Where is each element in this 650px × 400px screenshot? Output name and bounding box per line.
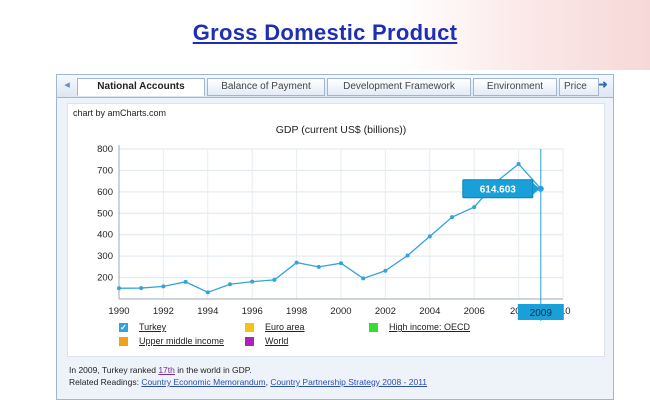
legend-label[interactable]: World xyxy=(265,336,289,346)
y-tick-label: 700 xyxy=(97,165,113,176)
legend-swatch[interactable]: ✓ xyxy=(119,323,128,332)
related-link-economic-memorandum[interactable]: Country Economic Memorandum xyxy=(141,377,266,387)
related-separator: , xyxy=(265,377,268,387)
series-line-turkey xyxy=(118,163,542,294)
x-tick-label: 2006 xyxy=(464,306,485,317)
tab-development-framework[interactable]: Development Framework xyxy=(327,78,471,96)
data-point[interactable] xyxy=(516,162,521,166)
tab-bar: ◂ National Accounts Balance of Payment D… xyxy=(57,75,613,98)
legend-label[interactable]: Turkey xyxy=(139,322,167,332)
legend-swatch[interactable] xyxy=(119,337,128,346)
cursor-x-label: 2009 xyxy=(530,308,553,319)
x-tick-label: 1994 xyxy=(197,306,218,317)
legend-swatch[interactable] xyxy=(369,323,378,332)
data-point[interactable] xyxy=(205,290,210,295)
y-tick-label: 200 xyxy=(97,273,113,284)
rank-suffix: in the world in GDP. xyxy=(177,365,252,375)
data-point[interactable] xyxy=(139,286,144,291)
cursor-x-label-box xyxy=(517,304,564,320)
data-point[interactable] xyxy=(472,205,477,210)
data-point[interactable] xyxy=(117,286,121,291)
related-prefix: Related Readings: xyxy=(69,377,139,387)
x-tick-label: 2002 xyxy=(375,306,396,317)
cursor-point xyxy=(537,185,544,192)
rank-note: In 2009, Turkey ranked 17th in the world… xyxy=(69,365,252,375)
tab-environment[interactable]: Environment xyxy=(473,78,557,96)
x-tick-label: 2004 xyxy=(419,306,440,317)
related-link-partnership-strategy[interactable]: Country Partnership Strategy 2008 - 2011 xyxy=(270,377,428,387)
x-tick-label: 1996 xyxy=(242,306,263,317)
data-point[interactable] xyxy=(250,279,255,284)
background-decoration xyxy=(400,0,650,70)
x-tick-label: 10 xyxy=(560,306,571,317)
y-tick-label: 600 xyxy=(97,187,113,198)
chart-container xyxy=(67,103,605,357)
y-tick-label: 400 xyxy=(97,230,113,241)
page-title: Gross Domestic Product xyxy=(192,20,458,45)
y-tick-label: 300 xyxy=(97,251,113,262)
rank-prefix: In 2009, Turkey ranked xyxy=(69,365,156,375)
legend-label[interactable]: High income: OECD xyxy=(389,322,471,332)
legend-label[interactable]: Upper middle income xyxy=(139,336,225,346)
tab-scroll-right-icon[interactable]: ➜ xyxy=(598,79,608,91)
x-tick-label: 2000 xyxy=(330,306,351,317)
x-tick-label: 1992 xyxy=(153,306,174,317)
x-tick-label: 1990 xyxy=(108,306,129,317)
data-point[interactable] xyxy=(427,234,432,239)
data-point[interactable] xyxy=(161,284,166,289)
tab-scroll-left-icon[interactable]: ◂ xyxy=(64,79,70,91)
legend-label[interactable]: Euro area xyxy=(265,322,305,332)
tab-price[interactable]: Price xyxy=(559,78,599,96)
data-point[interactable] xyxy=(450,215,454,220)
data-point[interactable] xyxy=(316,264,321,269)
tab-balance-of-payment[interactable]: Balance of Payment xyxy=(207,78,325,96)
data-point[interactable] xyxy=(405,253,410,258)
data-point[interactable] xyxy=(339,261,343,266)
data-point[interactable] xyxy=(228,282,232,287)
legend-swatch[interactable] xyxy=(245,337,254,346)
value-tooltip-text: 614.603 xyxy=(480,185,517,196)
y-tick-label: 500 xyxy=(97,208,113,219)
x-tick-label: 1998 xyxy=(286,306,307,317)
value-tooltip-pointer xyxy=(532,182,540,195)
data-point[interactable] xyxy=(183,279,188,284)
chart-title: GDP (current US$ (billions)) xyxy=(276,124,407,136)
data-point[interactable] xyxy=(272,277,277,282)
data-point[interactable] xyxy=(294,260,299,265)
gdp-line-chart: GDP (current US$ (billions)) 200 300 400 500… xyxy=(97,124,571,321)
data-panel: ◂ National Accounts Balance of Payment D… xyxy=(56,74,614,400)
related-readings: Related Readings: Country Economic Memor… xyxy=(69,377,427,387)
legend-swatch[interactable] xyxy=(245,323,254,332)
chart-credit: chart by amCharts.com xyxy=(73,108,167,118)
rank-link[interactable]: 17th xyxy=(158,365,175,375)
x-tick-label: 20 xyxy=(510,306,521,317)
data-point[interactable] xyxy=(383,268,388,273)
tab-national-accounts[interactable]: National Accounts xyxy=(77,78,205,96)
data-point[interactable] xyxy=(361,276,366,281)
y-tick-label: 800 xyxy=(97,144,113,155)
